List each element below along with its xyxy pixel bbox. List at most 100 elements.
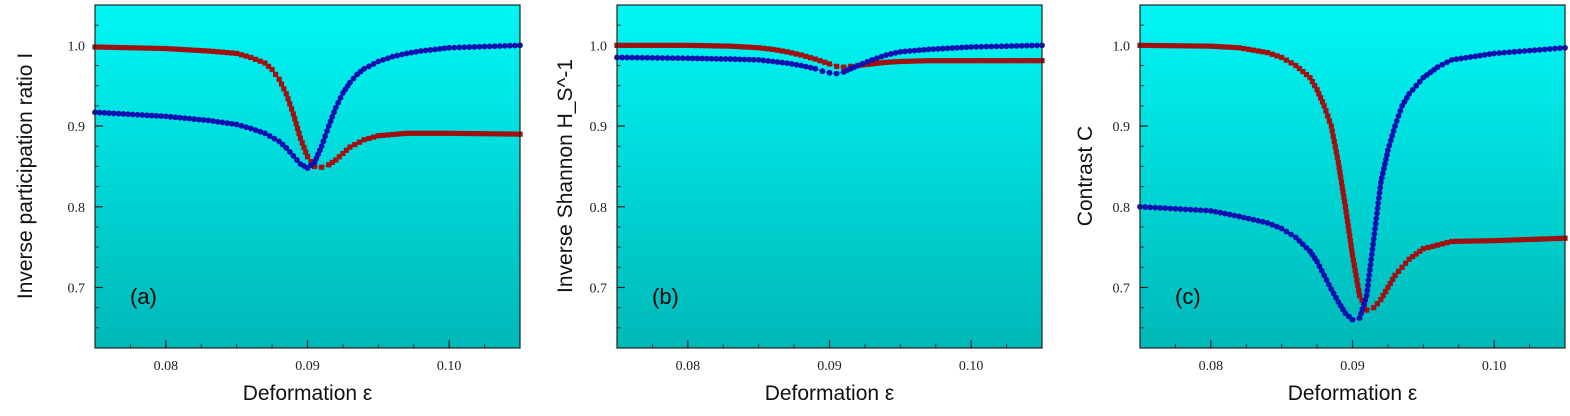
data-point [1531,47,1538,54]
data-point [713,55,720,62]
data-point [1328,286,1335,292]
x-axis-label: Deformation ε [1288,382,1418,405]
data-point [1222,44,1228,50]
data-point [963,58,970,64]
data-point [1557,235,1563,242]
data-point [779,59,786,66]
data-point [107,44,113,50]
data-point [1376,195,1382,201]
data-point [1147,204,1154,211]
data-point [257,128,264,135]
data-point [1321,272,1328,279]
data-point [325,123,332,129]
data-point [902,48,908,55]
data-point [893,59,899,65]
data-point [343,147,350,153]
data-point [887,51,894,57]
data-point [1392,272,1398,278]
data-point [784,60,790,67]
data-point [694,55,701,62]
data-point [1385,147,1391,154]
data-point [219,119,226,126]
y-tick-label: 1.0 [1113,39,1131,54]
data-point [983,43,990,50]
data-point [930,58,936,64]
x-tick-label: 0.10 [959,359,984,374]
y-axis-label: Contrast C [1074,126,1097,226]
data-point [451,130,457,136]
data-point [1187,206,1194,213]
data-point [1557,45,1563,52]
series-2 [92,42,523,171]
data-point [1366,266,1373,273]
data-point [1552,235,1558,242]
data-point [181,115,188,122]
data-point [1172,43,1179,49]
data-point [892,49,899,56]
data-point [1393,118,1400,124]
data-point [148,112,155,119]
data-point [1241,45,1247,52]
plot-frame [616,4,1043,349]
data-point [497,131,503,137]
data-point [332,104,339,111]
data-point [644,42,650,48]
data-point [1222,210,1228,217]
data-point [988,58,995,64]
data-point [1350,257,1356,263]
data-point [1255,48,1261,54]
data-point [257,58,263,64]
data-point [137,45,144,51]
data-point [210,48,216,55]
data-point [403,50,410,57]
data-point [1236,213,1243,220]
data-point [958,44,965,51]
data-point [1449,238,1455,245]
data-point [432,130,438,136]
data-point [394,52,401,59]
data-point [826,61,833,67]
data-point [380,132,386,138]
data-point [939,45,946,52]
data-point [1413,251,1419,257]
data-point [1349,252,1356,258]
data-point [422,130,429,136]
data-point [808,55,814,61]
data-point [422,47,429,54]
data-point [389,131,396,138]
data-point [1212,43,1219,50]
data-point [1013,43,1020,49]
data-point [451,44,458,51]
data-point [1385,284,1391,291]
data-point [1014,58,1020,64]
data-point [1536,46,1543,53]
data-point [1335,159,1341,165]
data-point [973,43,980,50]
y-tick-label: 0.8 [1113,201,1131,216]
data-point [441,130,448,136]
x-axis-label: Deformation ε [765,382,895,405]
data-point [476,131,483,137]
data-point [293,121,299,127]
data-point [751,56,757,63]
data-point [1177,43,1184,49]
data-point [375,133,381,139]
data-point [1316,263,1323,270]
y-tick-label: 0.7 [590,281,608,296]
data-point [1370,241,1377,248]
data-point [191,47,197,53]
data-point [963,44,970,51]
data-point [654,55,661,61]
data-point [703,55,710,62]
data-point [1387,280,1393,287]
data-point [968,58,974,64]
x-axis-label: Deformation ε [243,382,373,405]
data-point [1024,58,1030,64]
data-point [756,45,762,51]
data-point [1157,205,1164,211]
data-point [340,150,346,157]
data-point [1018,42,1025,49]
data-point [1152,204,1159,211]
data-point [1023,42,1030,49]
data-point [507,131,513,137]
